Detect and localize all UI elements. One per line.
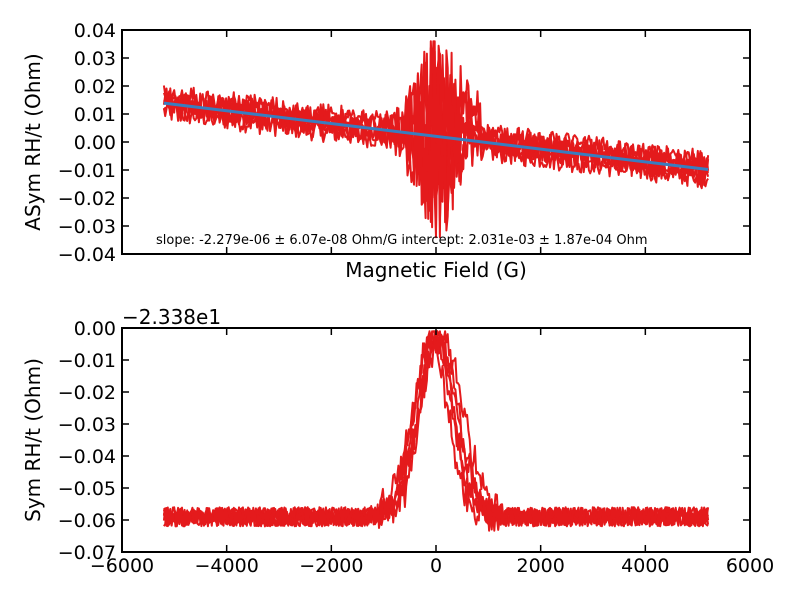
bottom-xtick-label: −2000	[299, 555, 363, 577]
top-fit-annotation: slope: -2.279e-06 ± 6.07e-08 Ohm/G inter…	[156, 233, 648, 248]
top-series-group	[162, 40, 710, 239]
top-ytick-label: 0.03	[74, 48, 116, 70]
top-x-axis-label: Magnetic Field (G)	[345, 258, 527, 282]
bottom-xtick-label: 4000	[621, 555, 669, 577]
bottom-ytick-label: −0.02	[58, 382, 116, 404]
bottom-xtick-label: −6000	[90, 555, 154, 577]
bottom-xtick-label: −4000	[195, 555, 259, 577]
bottom-xtick-label: 2000	[516, 555, 564, 577]
bottom-data-trace	[163, 330, 710, 528]
top-fit-line	[163, 101, 709, 171]
bottom-xtick-label: 0	[430, 555, 442, 577]
bottom-x-ticks: −6000 −4000 −2000 0 2000 4000 6000	[90, 328, 774, 577]
bottom-y-offset-text: −2.338e1	[122, 305, 221, 329]
bottom-ytick-label: −0.06	[58, 510, 116, 532]
bottom-ytick-label: −0.07	[58, 542, 116, 564]
top-y-ticks: −0.04 −0.03 −0.02 −0.01 0.00 0.01 0.02 0.03 0.04	[58, 20, 750, 266]
top-ytick-label: −0.01	[58, 160, 116, 182]
top-ytick-label: −0.02	[58, 188, 116, 210]
top-ytick-label: 0.02	[74, 76, 116, 98]
top-ytick-label: 0.04	[74, 20, 116, 42]
top-ytick-label: −0.03	[58, 216, 116, 238]
top-ytick-label: 0.01	[74, 104, 116, 126]
top-ytick-label: −0.04	[58, 244, 116, 266]
top-y-axis-label: ASym RH/t (Ohm)	[21, 53, 45, 230]
bottom-ytick-label: 0.00	[74, 318, 116, 340]
top-x-ticks	[121, 30, 751, 254]
bottom-y-axis-label: Sym RH/t (Ohm)	[21, 358, 45, 522]
bottom-ytick-label: −0.04	[58, 446, 116, 468]
top-panel: −0.04 −0.03 −0.02 −0.01 0.00 0.01 0.02 0.03 0.04…	[21, 20, 751, 282]
bottom-y-ticks: −0.07 −0.06 −0.05 −0.04 −0.03 −0.02 −0.01 0.00	[58, 318, 750, 564]
bottom-ytick-label: −0.05	[58, 478, 116, 500]
bottom-series-group	[162, 330, 710, 532]
bottom-panel: −0.07−0.06−0.05−0.04−0.03−0.02−0.010.00 …	[21, 305, 774, 577]
bottom-xtick-label: 6000	[726, 555, 774, 577]
bottom-ytick-label: −0.01	[58, 350, 116, 372]
top-ytick-label: 0.00	[74, 132, 116, 154]
bottom-ytick-label: −0.03	[58, 414, 116, 436]
